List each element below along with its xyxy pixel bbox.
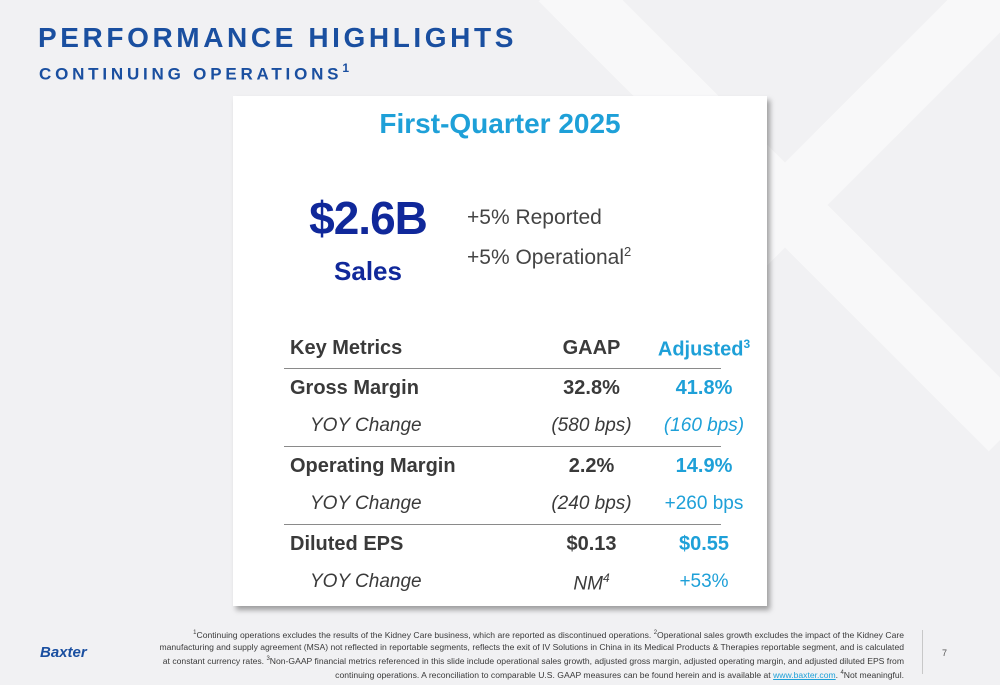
gross-margin-adjusted: 41.8% <box>675 376 733 399</box>
table-divider <box>284 523 721 525</box>
table-row: Diluted EPS $0.13 $0.55 <box>284 525 729 564</box>
diluted-eps-yoy-adjusted: +53% <box>679 571 729 592</box>
operating-margin-adjusted: 14.9% <box>675 454 733 477</box>
baxter-logo: Baxter <box>40 644 87 661</box>
slide-subtitle: CONTINUING OPERATIONS1 <box>39 61 350 85</box>
growth-operational: +5% Operational2 <box>467 244 631 270</box>
subtitle-text: CONTINUING OPERATIONS <box>39 64 343 84</box>
diluted-eps-yoy-gaap-text: NM <box>573 573 603 595</box>
table-row: Gross Margin 32.8% 41.8% <box>284 369 732 408</box>
table-divider <box>284 445 721 447</box>
table-divider <box>284 367 721 369</box>
slide-title: PERFORMANCE HIGHLIGHTS <box>38 22 517 53</box>
sales-value: $2.6B <box>309 192 428 244</box>
footnote-marker: 1 <box>193 630 197 636</box>
growth-reported: +5% Reported <box>467 206 602 229</box>
highlights-card: First-Quarter 2025 $2.6B Sales +5% Repor… <box>233 96 767 606</box>
sales-label: Sales <box>334 256 402 286</box>
gross-margin-yoy-label: YOY Change <box>310 415 422 436</box>
page-number: 7 <box>942 648 948 658</box>
header-adjusted: Adjusted3 <box>644 337 764 362</box>
footer-divider <box>922 630 923 674</box>
footnote-marker: 2 <box>653 630 658 636</box>
footnote-1: Continuing operations excludes the resul… <box>196 629 654 640</box>
gross-margin-gaap: 32.8% <box>563 376 620 399</box>
operating-margin-yoy-gaap: (240 bps) <box>551 493 632 514</box>
footnote-3: Non-GAAP financial metrics referenced in… <box>269 656 904 681</box>
key-metrics-table: Key Metrics GAAP Adjusted3 Gross Margin … <box>284 329 750 602</box>
operating-margin-yoy-adjusted: +260 bps <box>664 493 744 514</box>
table-row: YOY Change (240 bps) +260 bps <box>284 485 743 524</box>
growth-operational-text: +5% Operational <box>467 246 625 269</box>
footnote-2: Operational sales growth excludes the im… <box>159 629 904 667</box>
table-row: Operating Margin 2.2% 14.9% <box>284 447 732 486</box>
gross-margin-label: Gross Margin <box>290 376 419 399</box>
header-key-metrics: Key Metrics <box>290 337 403 359</box>
footnote-marker: 3 <box>266 656 270 663</box>
footnotes: 1Continuing operations excludes the resu… <box>150 627 904 681</box>
operating-margin-gaap: 2.2% <box>568 454 615 477</box>
header-gaap: GAAP <box>562 337 621 359</box>
diluted-eps-yoy-gaap: NM4 <box>534 571 649 595</box>
footnote-marker: 4 <box>840 670 844 677</box>
gross-margin-yoy-gaap: (580 bps) <box>551 415 632 436</box>
subtitle-footnote-marker: 1 <box>342 61 350 75</box>
diluted-eps-adjusted: $0.55 <box>678 532 730 555</box>
diluted-eps-yoy-footnote-marker: 4 <box>602 571 610 585</box>
header-adjusted-text: Adjusted <box>657 338 744 361</box>
operating-margin-yoy-label: YOY Change <box>310 493 422 514</box>
diluted-eps-yoy-label: YOY Change <box>310 571 422 592</box>
table-header-row: Key Metrics GAAP Adjusted3 <box>284 329 750 368</box>
operating-margin-label: Operating Margin <box>290 454 456 477</box>
diluted-eps-label: Diluted EPS <box>290 532 404 555</box>
gross-margin-yoy-adjusted: (160 bps) <box>663 415 745 436</box>
baxter-website-link[interactable]: www.baxter.com <box>773 670 836 681</box>
card-title: First-Quarter 2025 <box>379 108 621 139</box>
diluted-eps-gaap: $0.13 <box>566 532 617 555</box>
footnote-4: Not meaningful. <box>843 670 904 681</box>
header-adjusted-footnote-marker: 3 <box>743 337 751 351</box>
growth-operational-footnote-marker: 2 <box>624 244 632 259</box>
table-row: YOY Change NM4 +53% <box>284 563 729 602</box>
table-row: YOY Change (580 bps) (160 bps) <box>284 407 744 446</box>
footnote-3-end: . <box>835 670 841 681</box>
